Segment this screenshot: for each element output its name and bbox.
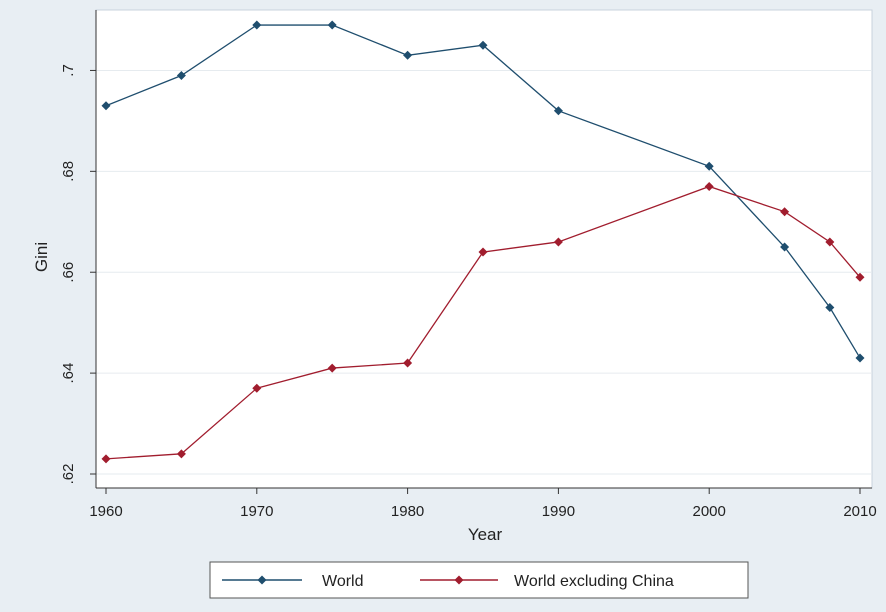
data-point — [825, 237, 835, 247]
y-tick-label: .68 — [60, 161, 77, 182]
y-tick-label: .64 — [60, 363, 77, 384]
x-tick-label: 1990 — [542, 503, 575, 520]
data-point — [704, 161, 714, 171]
legend-swatch-marker — [257, 575, 267, 585]
data-point — [252, 383, 262, 393]
x-tick-label: 2010 — [843, 503, 876, 520]
x-tick-label: 2000 — [693, 503, 726, 520]
data-point — [553, 106, 563, 116]
data-point — [825, 303, 835, 313]
data-point — [327, 20, 337, 30]
y-axis-title: Gini — [32, 242, 51, 272]
data-point — [553, 237, 563, 247]
data-point — [855, 353, 865, 363]
data-point — [780, 207, 790, 217]
data-point — [176, 449, 186, 459]
y-tick-label: .62 — [60, 464, 77, 485]
data-point — [101, 101, 111, 111]
data-point — [855, 272, 865, 282]
series-layer — [101, 20, 865, 464]
data-point — [403, 358, 413, 368]
grid-layer — [96, 69, 872, 475]
y-tick-label: .7 — [60, 64, 77, 77]
data-point — [101, 454, 111, 464]
data-point — [478, 247, 488, 257]
x-tick-label: 1980 — [391, 503, 424, 520]
data-point — [176, 70, 186, 80]
legend-swatch-marker — [454, 575, 464, 585]
x-tick-label: 1960 — [89, 503, 122, 520]
axis-layer: .62 .64 .66 .68 .7 1960 1970 1980 1990 2000 2010 — [60, 10, 877, 520]
data-point — [327, 363, 337, 373]
data-point — [478, 40, 488, 50]
data-point — [780, 242, 790, 252]
data-point — [252, 20, 262, 30]
legend-label: World excluding China — [514, 573, 674, 590]
x-tick-label: 1970 — [240, 503, 273, 520]
x-axis-title: Year — [468, 525, 503, 544]
y-tick-label: .66 — [60, 262, 77, 283]
legend: World World excluding China — [209, 561, 749, 599]
legend-label: World — [322, 573, 364, 590]
data-point — [403, 50, 413, 60]
data-point — [704, 181, 714, 191]
